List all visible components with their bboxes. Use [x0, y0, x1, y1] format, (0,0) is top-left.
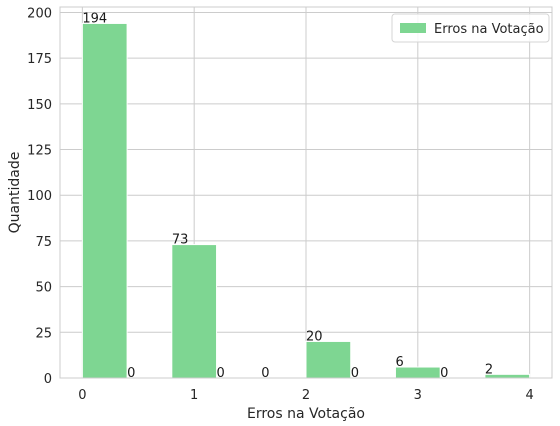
x-tick-label: 4 — [525, 388, 533, 403]
bar-value-label: 20 — [306, 329, 323, 344]
y-tick-label: 100 — [27, 189, 52, 204]
y-tick-label: 200 — [27, 6, 52, 21]
bar-value-label: 0 — [217, 366, 225, 381]
x-axis-label: Erros na Votação — [247, 406, 365, 422]
histogram-bar — [171, 244, 218, 379]
plot-border — [59, 6, 553, 379]
histogram-bar — [81, 22, 128, 379]
bar-value-label: 2 — [485, 362, 493, 377]
bar-value-label: 194 — [82, 11, 107, 26]
x-tick-label: 1 — [190, 388, 198, 403]
bar-value-label: 0 — [440, 366, 448, 381]
y-tick-label: 75 — [35, 235, 52, 250]
bar-value-label: 0 — [261, 366, 269, 381]
x-tick-label: 2 — [302, 388, 310, 403]
bars — [81, 22, 531, 379]
grid — [60, 7, 552, 379]
bar-value-label: 0 — [351, 366, 359, 381]
x-tick-labels: 0 1 2 3 4 — [78, 388, 534, 403]
y-tick-label: 0 — [44, 372, 52, 387]
legend-label: Erros na Votação — [434, 22, 544, 37]
y-tick-labels: 0 25 50 75 100 125 150 175 200 — [27, 6, 52, 387]
x-tick-label: 3 — [414, 388, 422, 403]
histogram-bar — [305, 340, 352, 379]
y-axis-label: Quantidade — [7, 152, 23, 234]
legend-swatch — [400, 23, 426, 33]
y-tick-label: 25 — [35, 326, 52, 341]
y-tick-label: 150 — [27, 98, 52, 113]
y-tick-label: 175 — [27, 52, 52, 67]
bar-value-label: 0 — [127, 366, 135, 381]
x-tick-label: 0 — [78, 388, 86, 403]
bar-value-label: 6 — [395, 355, 403, 370]
legend: Erros na Votação — [391, 13, 550, 43]
plot-frame — [59, 6, 553, 379]
bar-value-label: 73 — [172, 233, 189, 248]
y-tick-label: 50 — [35, 281, 52, 296]
y-tick-label: 125 — [27, 144, 52, 159]
legend-box — [391, 13, 550, 43]
data-labels: 194 0 73 0 0 20 0 6 0 2 — [82, 11, 493, 381]
